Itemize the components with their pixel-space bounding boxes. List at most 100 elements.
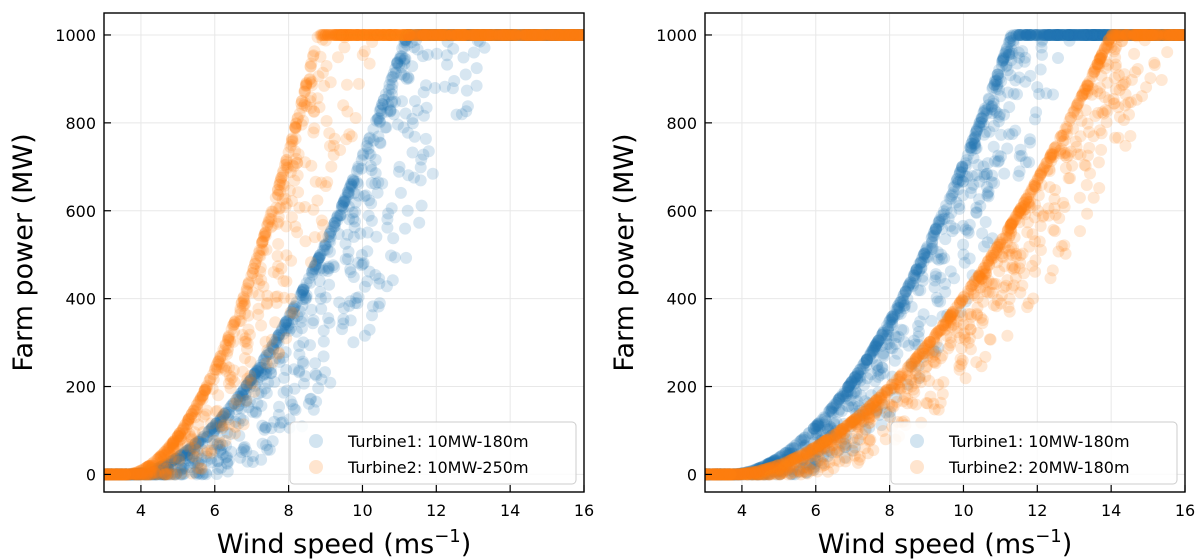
scatter-point: [341, 29, 354, 41]
scatter-point: [133, 468, 146, 481]
scatter-point: [422, 29, 435, 41]
scatter-point: [270, 336, 283, 349]
scatter-point: [289, 121, 302, 134]
scatter-point: [488, 29, 501, 41]
scatter-point: [152, 463, 164, 476]
scatter-point: [200, 382, 213, 395]
scatter-point: [331, 210, 344, 223]
scatter-point: [441, 58, 454, 71]
scatter-point: [190, 437, 202, 450]
scatter-point: [524, 29, 537, 41]
scatter-point: [133, 467, 146, 480]
scatter-point: [295, 118, 308, 131]
scatter-point: [473, 29, 486, 41]
scatter-point: [481, 29, 494, 41]
scatter-point: [167, 437, 180, 450]
scatter-point: [212, 354, 225, 367]
scatter-point: [113, 468, 126, 481]
scatter-point: [450, 29, 463, 41]
scatter-point: [526, 29, 539, 41]
scatter-point: [386, 95, 399, 107]
scatter-point: [361, 226, 374, 239]
scatter-point: [202, 425, 215, 438]
scatter-point: [489, 29, 502, 41]
scatter-point: [183, 451, 196, 464]
scatter-point: [311, 254, 324, 267]
scatter-point: [368, 29, 381, 41]
scatter-point: [160, 458, 172, 471]
scatter-point: [485, 29, 498, 41]
scatter-point: [273, 400, 286, 413]
scatter-point: [125, 468, 138, 481]
scatter-point: [519, 29, 532, 41]
scatter-point: [379, 29, 392, 41]
scatter-point: [553, 29, 566, 41]
scatter-point: [298, 288, 310, 301]
scatter-point: [464, 29, 477, 41]
scatter-point: [198, 383, 211, 396]
scatter-point: [159, 467, 172, 480]
scatter-point: [258, 423, 271, 436]
scatter-point: [271, 188, 284, 201]
scatter-point: [345, 177, 358, 190]
scatter-point: [565, 29, 577, 41]
scatter-point: [156, 459, 169, 472]
scatter-point: [154, 460, 167, 473]
scatter-point: [995, 128, 1008, 141]
scatter-point: [244, 380, 257, 393]
scatter-point: [503, 29, 516, 41]
scatter-point: [377, 99, 390, 112]
scatter-point: [514, 29, 527, 41]
scatter-point: [132, 467, 145, 480]
scatter-point: [510, 29, 523, 41]
scatter-point: [567, 29, 580, 41]
scatter-point: [418, 29, 431, 41]
scatter-point: [289, 300, 301, 313]
scatter-point: [153, 461, 166, 474]
scatter-point: [266, 205, 279, 218]
scatter-point: [176, 468, 189, 481]
scatter-point: [163, 468, 176, 481]
scatter-point: [481, 29, 494, 41]
scatter-point: [259, 421, 272, 434]
scatter-point: [973, 117, 986, 130]
scatter-point: [262, 346, 275, 359]
scatter-point: [446, 29, 459, 41]
scatter-point: [539, 29, 552, 41]
scatter-point: [469, 29, 482, 41]
scatter-point: [356, 49, 369, 61]
scatter-point: [929, 223, 942, 236]
scatter-point: [105, 468, 118, 481]
scatter-point: [380, 29, 393, 41]
scatter-point: [192, 435, 205, 448]
scatter-point: [308, 122, 321, 135]
scatter-point: [574, 29, 584, 41]
scatter-point: [347, 212, 360, 225]
scatter-point: [942, 212, 955, 225]
scatter-point: [219, 451, 232, 464]
scatter-point: [158, 465, 171, 478]
scatter-point: [277, 386, 290, 399]
scatter-point: [339, 237, 352, 250]
scatter-point: [358, 29, 371, 41]
scatter-point: [156, 467, 169, 480]
scatter-point: [374, 29, 387, 41]
scatter-point: [271, 290, 284, 303]
scatter-point: [166, 467, 178, 480]
scatter-point: [311, 255, 324, 268]
y-axis-label: Farm power (MW): [8, 133, 39, 371]
scatter-point: [107, 468, 120, 481]
scatter-point: [340, 29, 353, 41]
scatter-point: [443, 29, 456, 41]
scatter-point: [466, 29, 479, 41]
scatter-point: [237, 418, 250, 431]
scatter-point: [173, 449, 186, 462]
scatter-point: [419, 29, 432, 41]
scatter-point: [561, 29, 573, 41]
scatter-point: [373, 116, 386, 129]
scatter-point: [438, 29, 451, 41]
scatter-point: [121, 468, 134, 481]
scatter-point: [112, 468, 125, 481]
scatter-point: [460, 29, 473, 41]
scatter-point: [227, 397, 240, 410]
